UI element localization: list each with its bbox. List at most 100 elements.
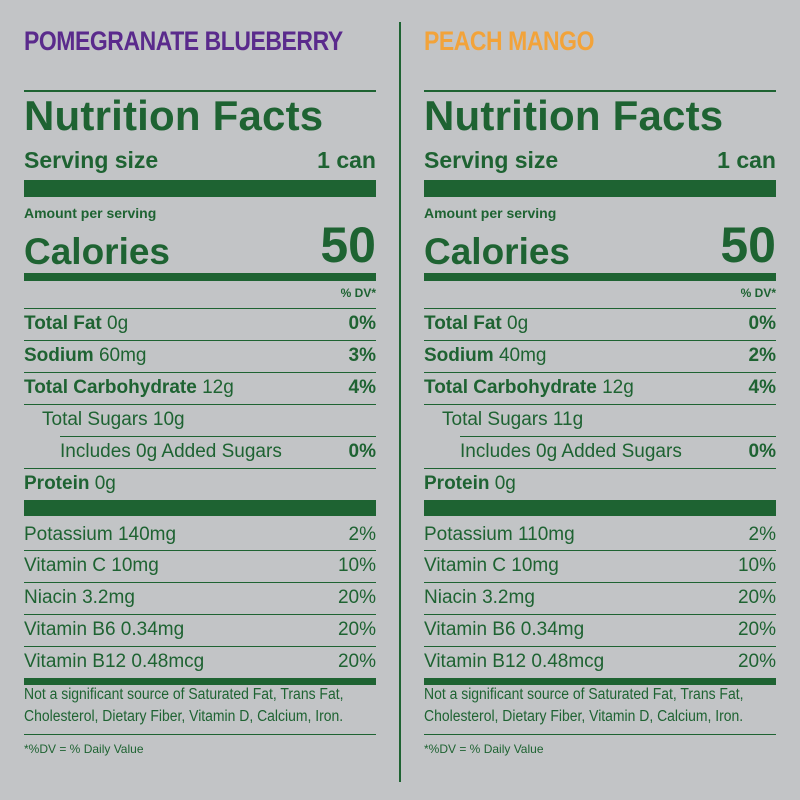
nutrient-row-total-fat: Total Fat 0g 0% [424, 309, 776, 339]
calories-label: Calories [424, 231, 571, 272]
footnote-text: Not a significant source of Saturated Fa… [24, 686, 344, 725]
serving-size-label: Serving size [24, 146, 159, 173]
nutrient-label: Vitamin C 10mg [424, 555, 559, 576]
rule [24, 404, 376, 405]
nutrient-amount: 0g [494, 473, 516, 494]
vitamin-row-niacin: Niacin 3.2mg 20% [424, 583, 776, 613]
daily-value-percent: 0% [748, 441, 776, 462]
thick-bar [24, 180, 376, 197]
nutrient-name: Protein [24, 473, 90, 494]
nutrition-facts-title: Nutrition Facts [24, 92, 324, 139]
vitamin-row-potassium: Potassium 110mg 2% [424, 520, 776, 550]
nutrient-row-added-sugars: Includes 0g Added Sugars 0% [424, 437, 776, 467]
nutrient-label: Total Fat 0g [24, 313, 128, 335]
calories-value: 50 [320, 217, 376, 273]
daily-value-percent: 20% [737, 587, 776, 608]
top-rule [24, 90, 376, 92]
daily-value-percent: 20% [737, 619, 776, 640]
nutrient-label: Total Carbohydrate 12g [24, 377, 234, 399]
flavor-title: PEACH MANGO [424, 26, 595, 56]
thick-bar [24, 500, 376, 516]
rule [424, 646, 776, 647]
nutrient-row-sodium: Sodium 40mg 2% [424, 341, 776, 371]
nutrient-row-total-fat: Total Fat 0g 0% [24, 309, 376, 339]
vitamin-row-vitamin-b12: Vitamin B12 0.48mcg 20% [24, 647, 376, 677]
nutrient-label: Total Fat 0g [424, 313, 528, 335]
daily-value-percent: 0% [348, 441, 376, 462]
daily-value-percent: 20% [737, 651, 776, 672]
calories-row: Calories 50 [24, 218, 376, 270]
nutrient-label: Total Sugars 11g [442, 409, 584, 430]
nutrient-amount: 12g [202, 377, 234, 398]
nutrient-name: Total Fat [24, 313, 102, 334]
vitamin-row-vitamin-b6: Vitamin B6 0.34mg 20% [24, 615, 376, 645]
nutrient-row-total-sugars: Total Sugars 11g [424, 405, 776, 435]
rule [24, 308, 376, 309]
rule [424, 404, 776, 405]
rule [460, 436, 776, 437]
nutrient-name: Total Fat [424, 313, 502, 334]
rule [424, 734, 776, 735]
nutrient-amount: 12g [602, 377, 634, 398]
vitamin-row-niacin: Niacin 3.2mg 20% [24, 583, 376, 613]
daily-value-percent: 4% [748, 377, 776, 398]
nutrient-label: Total Carbohydrate 12g [424, 377, 634, 399]
vitamin-row-vitamin-b12: Vitamin B12 0.48mcg 20% [424, 647, 776, 677]
daily-value-header: % DV* [740, 286, 776, 300]
rule [424, 614, 776, 615]
serving-size-value: 1 can [717, 146, 776, 173]
serving-size-row: Serving size 1 can [24, 145, 376, 175]
daily-value-percent: 20% [337, 619, 376, 640]
nutrient-amount: 60mg [98, 345, 147, 366]
nutrient-amount: 0g [94, 473, 116, 494]
nutrient-label: Vitamin B6 0.34mg [24, 619, 185, 640]
nutrient-label: Total Sugars 10g [42, 409, 185, 430]
nutrient-label: Protein 0g [24, 473, 116, 495]
nutrient-label: Vitamin B12 0.48mcg [424, 651, 605, 672]
nutrient-amount: 40mg [498, 345, 547, 366]
thick-bar [424, 180, 776, 197]
nutrient-label: Vitamin B6 0.34mg [424, 619, 585, 640]
rule [24, 340, 376, 341]
rule [24, 614, 376, 615]
amount-per-serving-label: Amount per serving [424, 205, 557, 221]
nutrient-row-sodium: Sodium 60mg 3% [24, 341, 376, 371]
vitamin-row-vitamin-c: Vitamin C 10mg 10% [424, 551, 776, 581]
daily-value-percent: 20% [337, 651, 376, 672]
nutrient-row-protein: Protein 0g [24, 469, 376, 499]
daily-value-percent: 10% [737, 555, 776, 576]
rule [24, 646, 376, 647]
nutrient-label: Niacin 3.2mg [24, 587, 135, 608]
nutrient-row-added-sugars: Includes 0g Added Sugars 0% [24, 437, 376, 467]
rule [24, 468, 376, 469]
daily-value-percent: 2% [748, 524, 776, 545]
medium-bar [424, 273, 776, 281]
serving-size-value: 1 can [317, 146, 376, 173]
nutrient-label: Vitamin C 10mg [24, 555, 159, 576]
nutrient-name: Sodium [24, 345, 94, 366]
nutrient-label: Vitamin B12 0.48mcg [24, 651, 205, 672]
medium-bar [24, 678, 376, 685]
nutrient-row-total-carbohydrate: Total Carbohydrate 12g 4% [24, 373, 376, 403]
daily-value-note: *%DV = % Daily Value [424, 742, 544, 756]
flavor-title: POMEGRANATE BLUEBERRY [24, 26, 343, 56]
daily-value-percent: 10% [337, 555, 376, 576]
nutrient-row-protein: Protein 0g [424, 469, 776, 499]
daily-value-percent: 20% [337, 587, 376, 608]
daily-value-percent: 0% [748, 313, 776, 334]
serving-size-label: Serving size [424, 146, 559, 173]
nutrition-facts-title: Nutrition Facts [424, 92, 724, 139]
medium-bar [24, 273, 376, 281]
nutrient-label: Protein 0g [424, 473, 516, 495]
daily-value-percent: 0% [348, 313, 376, 334]
calories-value: 50 [720, 217, 776, 273]
rule [424, 372, 776, 373]
rule [424, 340, 776, 341]
nutrient-amount: 0g [507, 313, 529, 334]
rule [424, 308, 776, 309]
nutrient-row-total-carbohydrate: Total Carbohydrate 12g 4% [424, 373, 776, 403]
nutrient-label: Sodium 60mg [24, 345, 146, 367]
rule [424, 550, 776, 551]
panel-divider [399, 22, 401, 782]
daily-value-note: *%DV = % Daily Value [24, 742, 144, 756]
